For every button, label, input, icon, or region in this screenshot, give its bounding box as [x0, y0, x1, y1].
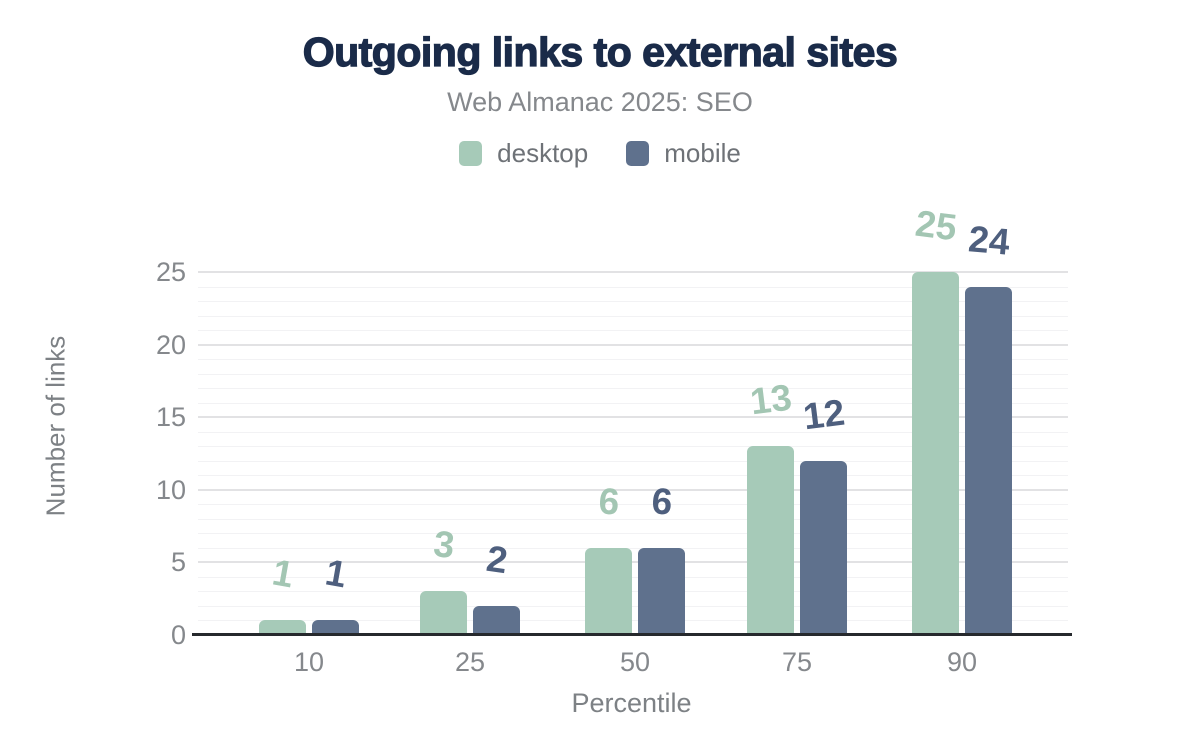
gridline-minor: [198, 431, 1068, 433]
gridline-minor: [198, 605, 1068, 607]
y-axis-title: Number of links: [40, 335, 71, 517]
gridline-minor: [198, 475, 1068, 477]
gridline-minor: [198, 402, 1068, 404]
x-axis-title: Percentile: [571, 688, 692, 718]
gridline-major: [198, 561, 1068, 564]
gridline-minor: [198, 460, 1068, 462]
x-tick-25: 25: [454, 647, 486, 677]
bar-mobile-p50: [638, 547, 685, 635]
y-tick-5: 5: [170, 547, 186, 578]
gridline-minor: [198, 373, 1068, 375]
gridline-minor: [198, 620, 1068, 622]
bar-mobile-p25: [473, 605, 520, 635]
bar-desktop-p25: [420, 591, 467, 635]
bar-desktop-p75: [747, 446, 794, 635]
desktop-swatch-icon: [459, 140, 483, 166]
gridline-minor: [198, 504, 1068, 506]
gridline-minor: [198, 547, 1068, 549]
bar-mobile-p90: [965, 286, 1012, 635]
gridline-major: [198, 271, 1068, 273]
chart-title: Outgoing links to external sites: [302, 28, 898, 75]
legend-item-mobile: mobile: [626, 139, 741, 167]
chart-subtitle: Web Almanac 2025: SEO: [447, 87, 753, 117]
value-label-mobile-p90: 24: [966, 217, 1011, 263]
gridline-major: [198, 488, 1068, 491]
y-tick-20: 20: [155, 329, 186, 360]
value-label-mobile-p50: 6: [649, 480, 674, 523]
gridline-minor: [198, 315, 1068, 317]
x-tick-10: 10: [293, 647, 325, 677]
y-tick-15: 15: [155, 402, 186, 433]
gridline-minor: [198, 388, 1068, 390]
gridline-minor: [198, 446, 1068, 448]
gridline-minor: [198, 359, 1068, 361]
gridline-minor: [198, 576, 1068, 578]
mobile-swatch-icon: [626, 140, 650, 166]
bar-desktop-p50: [585, 547, 632, 635]
x-tick-75: 75: [781, 647, 813, 677]
gridline-minor: [198, 330, 1068, 332]
x-tick-50: 50: [619, 647, 651, 677]
x-tick-90: 90: [946, 647, 978, 677]
x-axis-line: [192, 633, 1072, 636]
gridline-major: [198, 343, 1068, 346]
y-tick-25: 25: [155, 257, 186, 287]
bar-desktop-p10: [259, 620, 306, 635]
legend-label-mobile: mobile: [664, 138, 741, 168]
legend-label-desktop: desktop: [497, 138, 589, 168]
value-label-mobile-p25: 2: [483, 537, 510, 582]
gridline-minor: [198, 301, 1068, 303]
bar-desktop-p90: [912, 272, 959, 635]
bar-mobile-p10: [312, 620, 359, 635]
legend-item-desktop: desktop: [459, 139, 588, 167]
y-tick-0: 0: [170, 620, 186, 650]
bar-mobile-p75: [800, 460, 847, 635]
gridline-major: [198, 416, 1068, 419]
legend: desktop mobile: [0, 139, 1200, 167]
gridline-minor: [198, 591, 1068, 593]
y-tick-10: 10: [155, 474, 186, 505]
gridline-minor: [198, 533, 1068, 535]
gridline-minor: [198, 286, 1068, 288]
gridline-minor: [198, 518, 1068, 520]
